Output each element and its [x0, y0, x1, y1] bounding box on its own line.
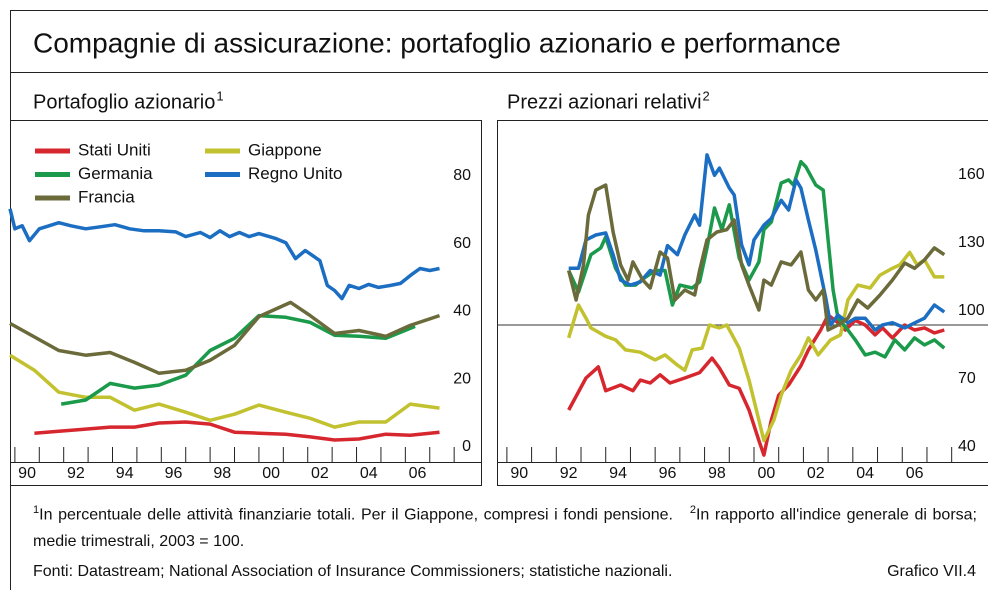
- y-tick-label: 100: [958, 302, 985, 319]
- x-tick-label: 06: [409, 465, 427, 482]
- x-tick-label: 94: [609, 465, 627, 482]
- y-tick-label: 40: [453, 303, 471, 320]
- y-tick-label: 0: [462, 438, 471, 455]
- legend-label: Germania: [78, 164, 153, 183]
- subtitle-note-ref: 2: [703, 88, 710, 103]
- source: Fonti: Datastream; National Association …: [33, 563, 673, 580]
- y-tick-label: 160: [958, 166, 985, 183]
- title: Compagnie di assicurazione: portafoglio …: [33, 27, 841, 58]
- panel-subtitle: Prezzi azionari relativi: [507, 91, 702, 113]
- x-tick-label: 94: [116, 465, 134, 482]
- series-line: [8, 208, 440, 301]
- x-tick-label: 02: [807, 465, 825, 482]
- legend-label: Stati Uniti: [78, 140, 151, 159]
- x-tick-label: 90: [18, 465, 36, 482]
- panel-box: [10, 120, 482, 486]
- series-line: [60, 313, 416, 406]
- series-line: [567, 313, 945, 457]
- series-line: [568, 153, 946, 332]
- legend-label: Giappone: [248, 140, 322, 159]
- x-tick-label: 04: [360, 465, 378, 482]
- x-tick-label: 00: [757, 465, 775, 482]
- subtitle-note-ref: 1: [216, 88, 223, 103]
- footnotes: 1In percentuale delle attività finanziar…: [33, 497, 977, 555]
- x-tick-label: 98: [708, 465, 726, 482]
- x-tick-label: 92: [560, 465, 578, 482]
- x-tick-label: 96: [165, 465, 183, 482]
- y-tick-label: 40: [958, 438, 976, 455]
- series-line: [34, 420, 440, 442]
- y-tick-label: 80: [453, 167, 471, 184]
- note-marker: 2: [689, 504, 696, 516]
- x-tick-label: 96: [659, 465, 677, 482]
- x-tick-label: 90: [510, 465, 528, 482]
- series-line: [9, 300, 441, 375]
- legend-label: Francia: [78, 187, 135, 206]
- y-tick-label: 70: [958, 370, 976, 387]
- series-line: [567, 183, 946, 332]
- note-marker: 1: [33, 504, 40, 516]
- x-tick-label: 02: [311, 465, 329, 482]
- legend-label: Regno Unito: [248, 164, 343, 183]
- x-tick-label: 06: [906, 465, 924, 482]
- y-tick-label: 60: [453, 235, 471, 252]
- x-tick-label: 98: [213, 465, 231, 482]
- note: In rapporto all'indice generale di borsa…: [33, 506, 977, 551]
- x-tick-label: 00: [262, 465, 280, 482]
- note: In percentuale delle attività finanziari…: [39, 506, 673, 524]
- panel-subtitle: Portafoglio azionario: [33, 91, 215, 113]
- figure-label: Grafico VII.4: [887, 563, 976, 580]
- y-tick-label: 130: [958, 234, 985, 251]
- x-tick-label: 04: [856, 465, 874, 482]
- panel-box: [497, 120, 988, 486]
- source-line: Fonti: Datastream; National Association …: [33, 563, 976, 581]
- series-line: [9, 353, 440, 429]
- series-line: [567, 159, 946, 359]
- x-tick-label: 92: [67, 465, 85, 482]
- series-line: [567, 250, 945, 443]
- y-tick-label: 20: [453, 370, 471, 387]
